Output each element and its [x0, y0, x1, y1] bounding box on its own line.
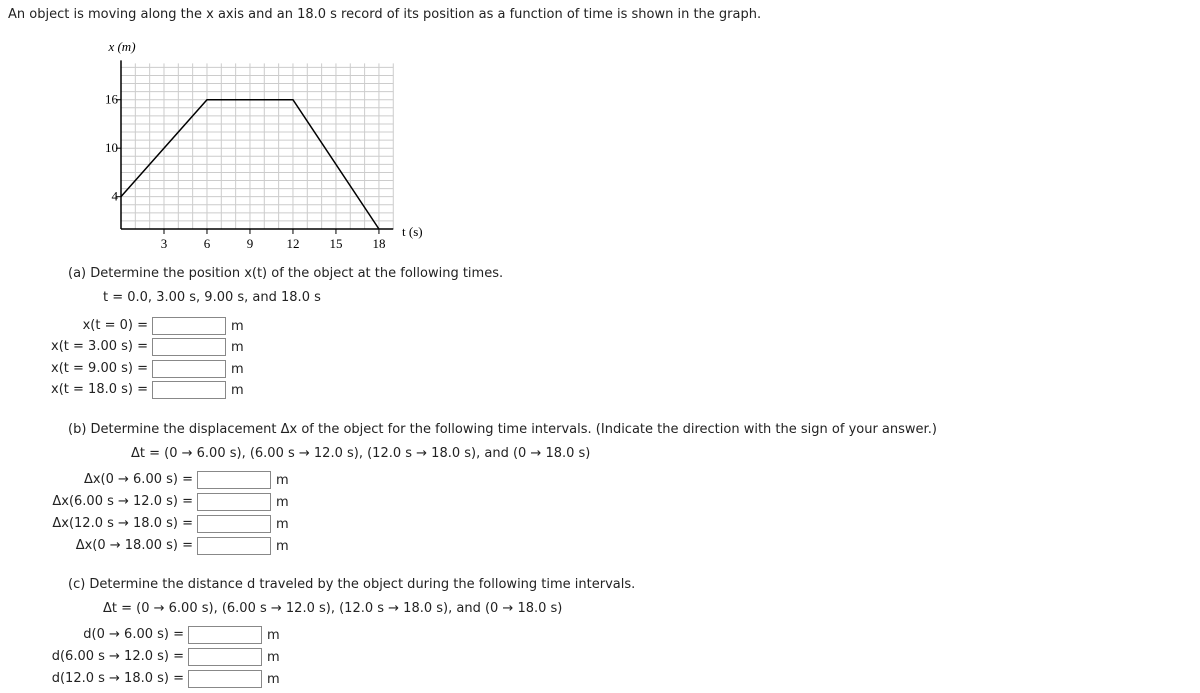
part-prompt: (c) Determine the distance d traveled by…: [68, 577, 636, 592]
part-prompt: (b) Determine the displacement Δx of the…: [68, 422, 937, 437]
row-label: x(t = 9.00 s) =: [51, 361, 148, 376]
row-unit: m: [276, 473, 289, 488]
y-tick-label: 10: [105, 140, 118, 155]
x-tick-label: 3: [161, 236, 168, 251]
answer-input[interactable]: [197, 515, 271, 533]
row-label: d(6.00 s → 12.0 s) =: [51, 649, 184, 664]
answer-input[interactable]: [152, 317, 226, 335]
row-label: d(12.0 s → 18.0 s) =: [51, 671, 184, 686]
x-tick-label: 6: [204, 236, 211, 251]
graph: 3 6 9 12 15 18 4 10 16 x (m) t (s): [105, 39, 423, 251]
row-unit: m: [276, 495, 289, 510]
part-prompt: (a) Determine the position x(t) of the o…: [68, 266, 504, 281]
y-tick-label: 4: [112, 189, 119, 204]
y-axis-label: x (m): [107, 39, 135, 54]
row-unit: m: [231, 383, 244, 398]
answer-input[interactable]: [188, 626, 262, 644]
answer-input[interactable]: [152, 338, 226, 356]
answer-input[interactable]: [197, 493, 271, 511]
row-unit: m: [267, 628, 280, 643]
part-given: Δt = (0 → 6.00 s), (6.00 s → 12.0 s), (1…: [131, 446, 591, 461]
row-label: Δx(0 → 18.00 s) =: [75, 538, 193, 553]
row-label: d(0 → 6.00 s) =: [83, 627, 184, 642]
x-tick-label: 9: [247, 236, 254, 251]
position-line: [120, 98, 380, 230]
intro: An object is moving along the x axis and…: [8, 7, 762, 22]
answer-input[interactable]: [188, 670, 262, 688]
x-tick-label: 12: [286, 236, 299, 251]
row-unit: m: [231, 362, 244, 377]
row-unit: m: [267, 672, 280, 687]
x-tick-label: 15: [329, 236, 342, 251]
row-label: x(t = 3.00 s) =: [51, 339, 148, 354]
row-label: Δx(6.00 s → 12.0 s) =: [52, 494, 193, 509]
row-unit: m: [231, 319, 244, 334]
part-given: Δt = (0 → 6.00 s), (6.00 s → 12.0 s), (1…: [103, 601, 563, 616]
answer-input[interactable]: [197, 471, 271, 489]
row-label: Δx(12.0 s → 18.0 s) =: [52, 516, 193, 531]
row-unit: m: [276, 517, 289, 532]
answer-input[interactable]: [152, 360, 226, 378]
y-tick-label: 16: [105, 92, 119, 107]
answer-input[interactable]: [188, 648, 262, 666]
row-unit: m: [231, 340, 244, 355]
answer-input[interactable]: [152, 381, 226, 399]
x-tick-label: 18: [372, 236, 385, 251]
row-unit: m: [276, 539, 289, 554]
row-unit: m: [267, 650, 280, 665]
part-given: t = 0.0, 3.00 s, 9.00 s, and 18.0 s: [103, 290, 321, 305]
row-label: Δx(0 → 6.00 s) =: [83, 472, 193, 487]
x-axis-label: t (s): [402, 224, 423, 239]
row-label: x(t = 0) =: [82, 318, 148, 333]
row-label: x(t = 18.0 s) =: [51, 382, 148, 397]
answer-input[interactable]: [197, 537, 271, 555]
